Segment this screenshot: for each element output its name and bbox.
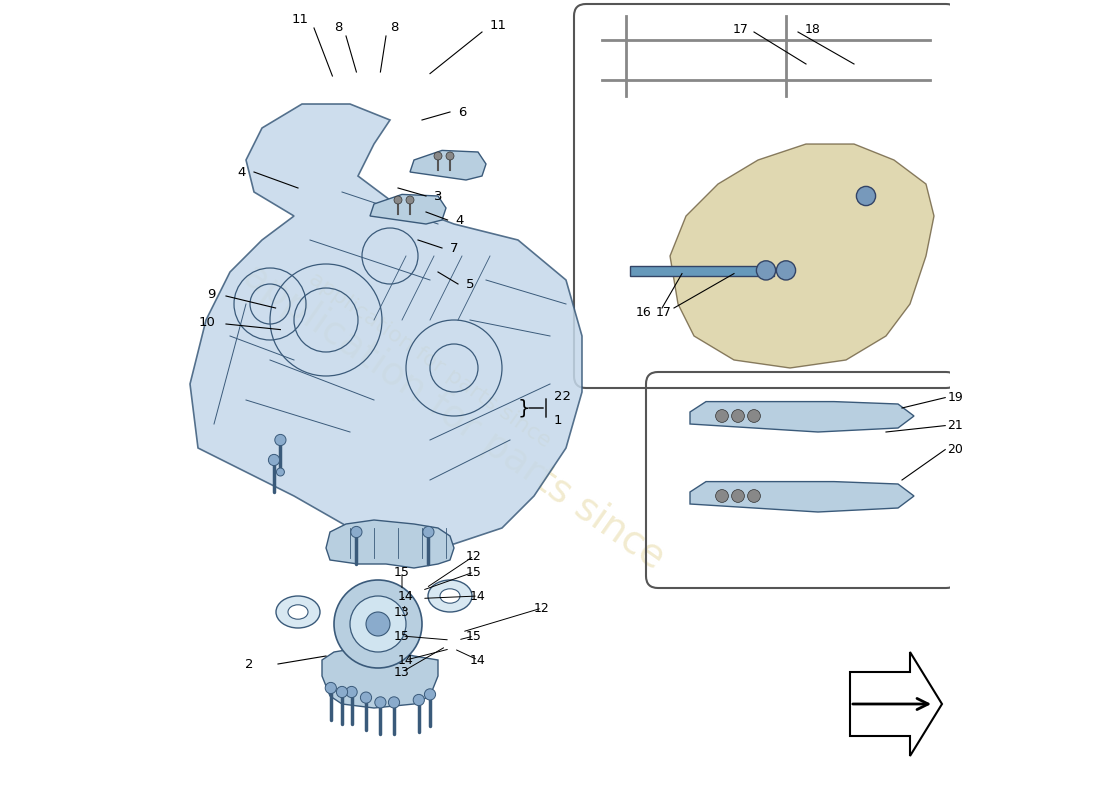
Text: 5: 5 bbox=[466, 278, 474, 290]
Circle shape bbox=[268, 454, 279, 466]
Text: 3: 3 bbox=[434, 190, 442, 202]
Circle shape bbox=[777, 261, 795, 280]
Text: 8: 8 bbox=[389, 21, 398, 34]
Circle shape bbox=[326, 682, 337, 694]
Text: 4: 4 bbox=[238, 166, 246, 178]
Circle shape bbox=[446, 152, 454, 160]
Text: 9: 9 bbox=[207, 288, 216, 301]
Text: 7: 7 bbox=[450, 242, 459, 254]
Circle shape bbox=[275, 434, 286, 446]
Ellipse shape bbox=[276, 596, 320, 628]
Text: 14: 14 bbox=[398, 590, 414, 602]
Text: 14: 14 bbox=[470, 590, 486, 602]
Polygon shape bbox=[630, 266, 774, 276]
Text: 21: 21 bbox=[947, 419, 964, 432]
Circle shape bbox=[276, 468, 285, 476]
Text: 6: 6 bbox=[458, 106, 466, 118]
Text: }: } bbox=[517, 398, 530, 418]
Circle shape bbox=[361, 692, 372, 703]
Text: 13: 13 bbox=[394, 666, 410, 678]
Text: 12: 12 bbox=[535, 602, 550, 614]
Circle shape bbox=[375, 697, 386, 708]
Polygon shape bbox=[850, 652, 942, 756]
Polygon shape bbox=[690, 482, 914, 512]
Text: 18: 18 bbox=[804, 23, 821, 36]
Text: 20: 20 bbox=[947, 443, 964, 456]
Ellipse shape bbox=[288, 605, 308, 619]
Text: application for parts since: application for parts since bbox=[306, 269, 554, 451]
Circle shape bbox=[406, 196, 414, 204]
Text: 12: 12 bbox=[466, 550, 482, 562]
Text: 13: 13 bbox=[394, 606, 410, 618]
Text: 22: 22 bbox=[554, 390, 571, 402]
Text: 14: 14 bbox=[398, 654, 414, 666]
Circle shape bbox=[716, 410, 728, 422]
Text: 14: 14 bbox=[470, 654, 486, 666]
Text: application for parts since: application for parts since bbox=[236, 255, 672, 577]
Text: 11: 11 bbox=[490, 19, 507, 32]
Circle shape bbox=[350, 596, 406, 652]
Circle shape bbox=[414, 694, 425, 706]
Circle shape bbox=[337, 686, 348, 698]
Text: 4: 4 bbox=[455, 214, 464, 226]
Circle shape bbox=[425, 689, 436, 700]
Text: 15: 15 bbox=[394, 630, 410, 642]
Polygon shape bbox=[322, 648, 438, 708]
Polygon shape bbox=[370, 194, 446, 224]
Circle shape bbox=[388, 697, 399, 708]
Ellipse shape bbox=[440, 589, 460, 603]
Text: 15: 15 bbox=[466, 566, 482, 578]
Polygon shape bbox=[670, 144, 934, 368]
Polygon shape bbox=[190, 104, 582, 544]
Circle shape bbox=[366, 612, 390, 636]
Circle shape bbox=[351, 526, 362, 538]
Circle shape bbox=[732, 490, 745, 502]
Text: 11: 11 bbox=[292, 13, 308, 26]
Circle shape bbox=[732, 410, 745, 422]
Text: 8: 8 bbox=[333, 21, 342, 34]
Text: 15: 15 bbox=[394, 566, 410, 578]
Text: 1: 1 bbox=[554, 414, 562, 426]
Polygon shape bbox=[410, 150, 486, 180]
Circle shape bbox=[748, 410, 760, 422]
Circle shape bbox=[394, 196, 402, 204]
Text: 15: 15 bbox=[466, 630, 482, 642]
Circle shape bbox=[346, 686, 358, 698]
Circle shape bbox=[434, 152, 442, 160]
Circle shape bbox=[757, 261, 776, 280]
Circle shape bbox=[857, 186, 876, 206]
Ellipse shape bbox=[428, 580, 472, 612]
Text: 17: 17 bbox=[733, 23, 748, 36]
Circle shape bbox=[716, 490, 728, 502]
Polygon shape bbox=[690, 402, 914, 432]
Text: 17: 17 bbox=[656, 306, 672, 318]
Circle shape bbox=[334, 580, 422, 668]
Text: 2: 2 bbox=[245, 658, 254, 670]
Text: 16: 16 bbox=[636, 306, 651, 318]
Polygon shape bbox=[326, 520, 454, 568]
Circle shape bbox=[422, 526, 435, 538]
Circle shape bbox=[748, 490, 760, 502]
Text: 10: 10 bbox=[199, 316, 216, 329]
Text: 19: 19 bbox=[947, 391, 964, 404]
